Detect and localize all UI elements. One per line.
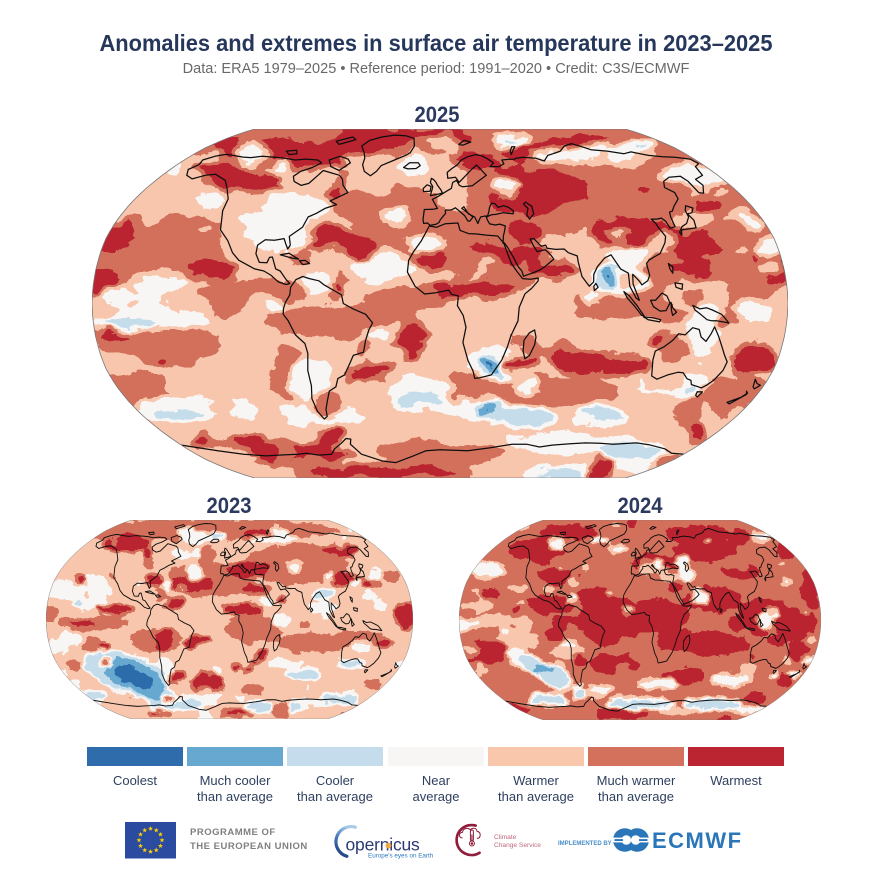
svg-text:Change Service: Change Service	[494, 842, 541, 849]
svg-text:Europe's eyes on Earth: Europe's eyes on Earth	[368, 853, 434, 860]
svg-text:Climate: Climate	[494, 834, 517, 841]
svg-text:opernicus: opernicus	[346, 835, 421, 855]
